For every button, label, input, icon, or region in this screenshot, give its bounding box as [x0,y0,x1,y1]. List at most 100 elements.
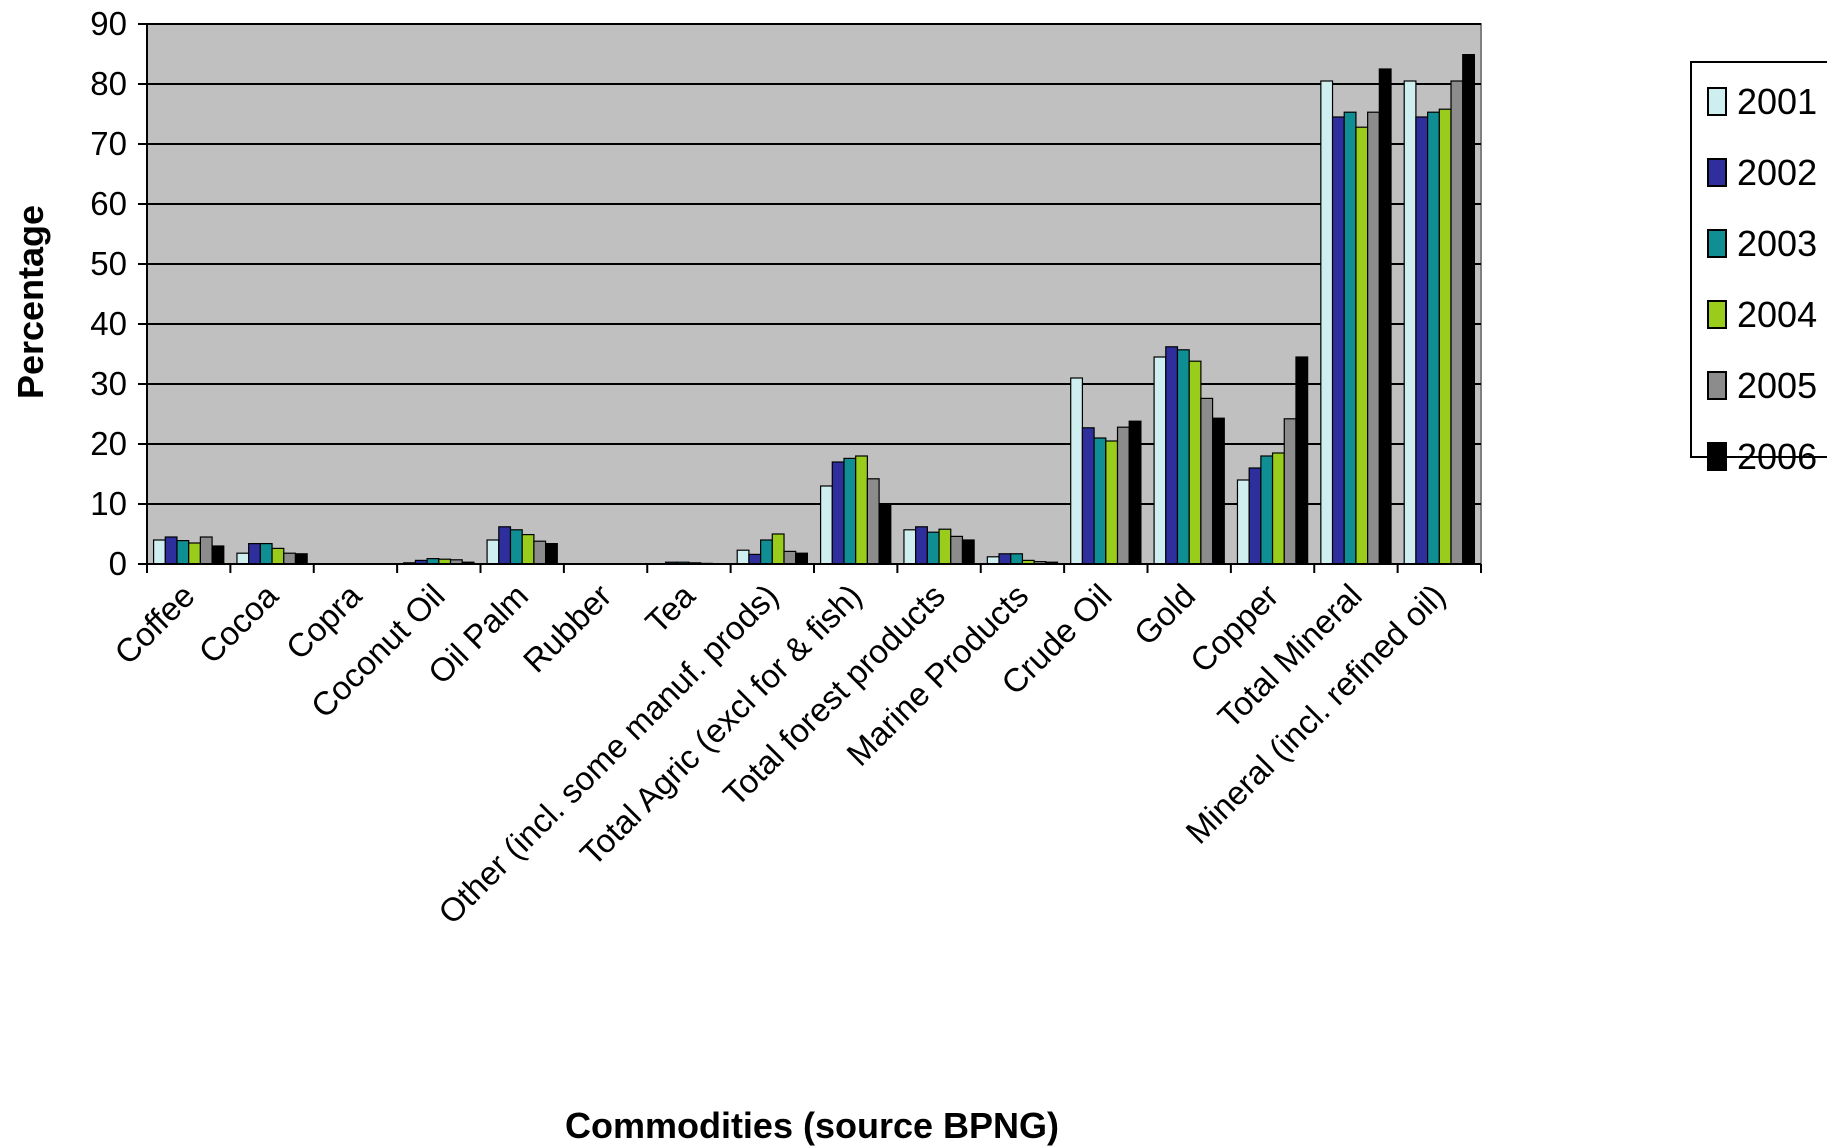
bar-2003 [926,531,940,565]
bar-2006 [544,542,558,565]
bar-2004 [1438,108,1452,565]
y-tick-label: 70 [90,125,127,162]
y-tick-label: 10 [90,485,127,522]
bar-2003 [1010,553,1024,565]
x-category-label: Cocoa [191,576,285,670]
x-axis-title: Commodities (source BPNG) [565,1105,1059,1146]
y-tick-labels: 0 10 20 30 40 50 60 70 80 90 [90,5,127,582]
y-tick-label: 40 [90,305,127,342]
bars [152,53,1476,565]
legend: 2001 2002 2003 2004 2005 2006 [1690,61,1827,477]
bar-2002 [1248,467,1262,565]
bar-2001 [736,549,750,565]
y-tick-label: 30 [90,365,127,402]
legend-swatch-2006 [1707,442,1727,471]
bar-2001 [1070,377,1084,565]
bar-2006 [878,503,892,565]
bar-2002 [748,553,762,565]
legend-swatch-2005 [1707,371,1727,400]
y-tick-label: 0 [109,545,127,582]
legend-swatch-2002 [1707,158,1727,187]
bar-2006 [1295,356,1309,565]
bar-2002 [164,536,178,565]
legend-label: 2005 [1737,365,1817,406]
bar-2006 [1462,53,1476,565]
bar-2002 [1165,346,1179,565]
y-tick-label: 80 [90,65,127,102]
legend-label: 2002 [1737,152,1817,193]
bar-2004 [938,528,952,565]
bar-2005 [1116,426,1130,565]
bar-2002 [248,542,261,565]
bar-2002 [998,553,1012,565]
legend-label: 2004 [1737,294,1817,335]
bar-2001 [236,552,250,565]
y-tick-label: 90 [90,5,127,42]
bar-2002 [1331,116,1345,565]
bar-2002 [831,461,845,565]
x-category-label: Coffee [107,577,201,671]
bar-2001 [1320,80,1334,565]
axes [138,23,1482,573]
bar-2006 [211,545,225,565]
bar-2005 [1450,80,1464,565]
bar-2001 [903,529,917,565]
bar-2005 [533,540,547,565]
bar-2001 [486,539,500,565]
bar-2006 [1128,420,1142,565]
bar-2004 [1105,440,1119,565]
bar-2005 [199,536,213,565]
y-tick-label: 20 [90,425,127,462]
bar-2001 [1403,80,1417,565]
bar-2006 [294,553,308,565]
bar-2002 [1081,427,1095,565]
bar-2004 [1355,126,1369,565]
x-category-label: Gold [1127,577,1202,652]
bar-2005 [283,552,297,565]
bar-2002 [1415,116,1429,565]
bar-2006 [795,552,809,565]
bar-2004 [771,533,785,565]
legend-label: 2006 [1737,436,1817,477]
bar-2003 [259,542,273,565]
bar-2003 [1093,437,1107,565]
bar-2003 [760,539,773,565]
bar-2003 [1427,111,1440,565]
legend-swatch-2003 [1707,229,1727,258]
bar-2006 [1211,417,1225,565]
bar-2005 [783,550,797,565]
bar-2002 [498,526,512,565]
bar-2005 [1200,397,1214,565]
bar-2001 [819,485,833,565]
bar-2006 [1378,68,1392,565]
bar-2005 [1367,111,1380,565]
bar-2004 [855,455,868,565]
bar-2004 [1271,452,1285,565]
legend-swatch-2004 [1707,300,1727,329]
bar-2004 [1188,360,1202,565]
x-category-label: Rubber [516,577,619,680]
bar-2002 [915,526,928,565]
bar-2003 [1343,111,1357,565]
legend-swatch-2001 [1707,87,1727,116]
bar-2001 [1153,356,1167,565]
legend-label: 2001 [1737,81,1817,122]
bar-2001 [152,539,166,565]
bar-2005 [1283,418,1297,565]
bar-2004 [271,547,285,565]
bar-2006 [961,539,975,565]
bar-2003 [509,529,523,565]
bar-2005 [950,535,964,565]
bar-2005 [866,478,880,565]
y-axis-title: Percentage [10,205,51,399]
bar-2004 [521,533,535,565]
bar-2003 [843,457,857,565]
legend-label: 2003 [1737,223,1817,264]
bar-2003 [1176,349,1190,565]
bar-2003 [176,539,190,565]
bar-2003 [1260,455,1274,565]
bar-2001 [986,556,1000,565]
